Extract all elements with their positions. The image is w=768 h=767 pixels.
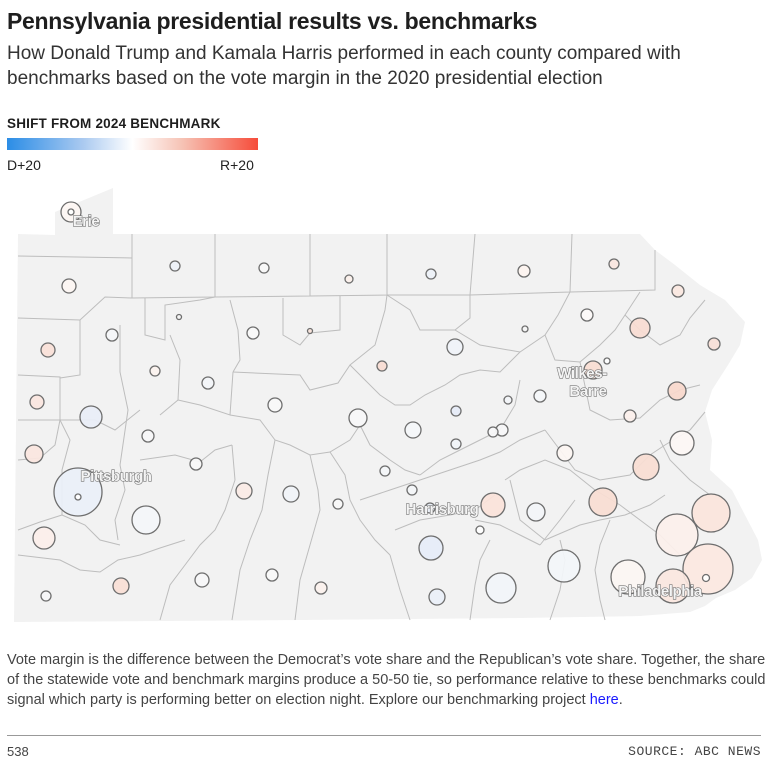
county-marker[interactable] — [67, 208, 75, 216]
county-marker[interactable] — [707, 337, 721, 351]
county-marker[interactable] — [450, 438, 462, 450]
county-marker[interactable] — [446, 338, 464, 356]
county-markers — [24, 201, 734, 606]
county-marker[interactable] — [175, 313, 183, 321]
county-marker[interactable] — [149, 365, 161, 377]
county-marker[interactable] — [189, 457, 203, 471]
county-marker[interactable] — [112, 577, 130, 595]
county-marker[interactable] — [141, 429, 155, 443]
county-marker[interactable] — [194, 572, 210, 588]
county-marker[interactable] — [533, 389, 547, 403]
legend-low-label: D+20 — [7, 157, 41, 173]
county-marker[interactable] — [32, 526, 56, 550]
county-marker[interactable] — [487, 426, 499, 438]
legend-color-scale — [7, 138, 258, 150]
city-label: Wilkes- — [557, 365, 607, 382]
county-marker[interactable] — [246, 326, 260, 340]
county-marker[interactable] — [40, 590, 52, 602]
county-marker[interactable] — [24, 444, 44, 464]
county-marker[interactable] — [450, 405, 462, 417]
county-marker[interactable] — [485, 572, 517, 604]
county-marker[interactable] — [583, 360, 603, 380]
county-marker[interactable] — [475, 525, 485, 535]
county-marker[interactable] — [610, 559, 646, 595]
county-marker[interactable] — [235, 482, 253, 500]
footnote: Vote margin is the difference between th… — [7, 650, 767, 710]
chart-subtitle: How Donald Trump and Kamala Harris perfo… — [7, 43, 681, 89]
county-marker[interactable] — [40, 342, 56, 358]
county-marker[interactable] — [379, 465, 391, 477]
county-marker[interactable] — [344, 274, 354, 284]
publisher-label: 538 — [7, 744, 29, 759]
legend-title: SHIFT FROM 2024 BENCHMARK — [7, 116, 221, 131]
county-marker[interactable] — [701, 573, 711, 583]
county-marker[interactable] — [580, 308, 594, 322]
county-marker[interactable] — [480, 492, 506, 518]
source-label: SOURCE: ABC NEWS — [628, 744, 761, 759]
county-marker[interactable] — [332, 498, 344, 510]
county-marker[interactable] — [376, 360, 388, 372]
legend-high-label: R+20 — [220, 157, 254, 173]
county-marker[interactable] — [79, 405, 103, 429]
county-marker[interactable] — [608, 258, 620, 270]
county-marker[interactable] — [655, 568, 691, 604]
city-label: Pittsburgh — [81, 468, 152, 485]
county-marker[interactable] — [603, 357, 611, 365]
city-labels: Erie Pittsburgh Wilkes-Barre Harrisburg Phil… — [72, 212, 704, 600]
county-marker[interactable] — [521, 325, 529, 333]
county-marker[interactable] — [682, 543, 734, 595]
benchmark-project-link[interactable]: here — [589, 692, 619, 708]
county-marker[interactable] — [29, 394, 45, 410]
county-marker[interactable] — [424, 502, 436, 514]
city-label: Barre — [569, 383, 606, 400]
county-marker[interactable] — [526, 502, 546, 522]
county-marker[interactable] — [671, 284, 685, 298]
county-marker[interactable] — [517, 264, 531, 278]
county-marker[interactable] — [588, 487, 618, 517]
city-label: Philadelphia — [618, 583, 703, 600]
county-marker[interactable] — [669, 430, 695, 456]
county-marker[interactable] — [404, 421, 422, 439]
county-marker[interactable] — [265, 568, 279, 582]
footer-divider — [7, 735, 761, 736]
county-marker[interactable] — [655, 513, 699, 557]
county-marker[interactable] — [667, 381, 687, 401]
county-marker[interactable] — [53, 467, 103, 517]
county-marker[interactable] — [201, 376, 215, 390]
county-marker[interactable] — [131, 505, 161, 535]
city-label: Erie — [73, 213, 100, 230]
footnote-text: Vote margin is the difference between th… — [7, 652, 766, 708]
county-marker[interactable] — [348, 408, 368, 428]
chart-title: Pennsylvania presidential results vs. be… — [7, 8, 538, 34]
county-marker[interactable] — [623, 409, 637, 423]
county-marker[interactable] — [169, 260, 181, 272]
state-shape — [14, 188, 762, 622]
county-marker[interactable] — [105, 328, 119, 342]
county-marker[interactable] — [314, 581, 328, 595]
county-marker[interactable] — [503, 395, 513, 405]
county-marker[interactable] — [406, 484, 418, 496]
county-marker[interactable] — [629, 317, 651, 339]
pennsylvania-map: Erie Pittsburgh Wilkes-Barre Harrisburg Phil… — [14, 188, 762, 622]
county-marker[interactable] — [547, 549, 581, 583]
county-marker[interactable] — [691, 493, 731, 533]
county-marker[interactable] — [282, 485, 300, 503]
county-marker[interactable] — [418, 535, 444, 561]
footnote-period: . — [618, 692, 623, 708]
county-marker[interactable] — [74, 493, 82, 501]
county-marker[interactable] — [258, 262, 270, 274]
county-marker[interactable] — [267, 397, 283, 413]
county-marker[interactable] — [425, 268, 437, 280]
county-marker[interactable] — [61, 278, 77, 294]
county-marker[interactable] — [428, 588, 446, 606]
county-marker[interactable] — [556, 444, 574, 462]
county-marker[interactable] — [306, 327, 314, 335]
county-marker[interactable] — [632, 453, 660, 481]
city-label: Harrisburg — [406, 501, 479, 518]
